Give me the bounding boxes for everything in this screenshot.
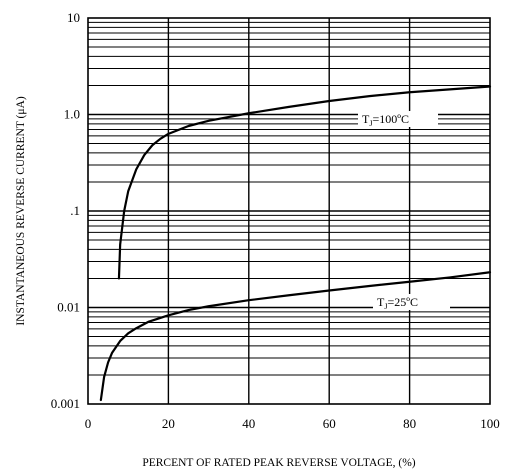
series-lines — [99, 85, 492, 402]
x-axis-label: PERCENT OF RATED PEAK REVERSE VOLTAGE, (… — [142, 457, 415, 469]
series-labels: TJ=100ºC TJ=25ºC — [358, 111, 450, 311]
y-tick-label: 0.01 — [57, 300, 80, 315]
y-tick-label: .1 — [70, 203, 80, 218]
x-tick-label: 40 — [242, 416, 255, 431]
series-label-background — [373, 294, 450, 310]
x-tick-label: 100 — [480, 416, 500, 431]
series-label-background — [358, 111, 438, 127]
y-axis-label: INSTANTANEOUS REVERSE CURRENT (μA) — [15, 96, 27, 325]
grid — [88, 18, 490, 404]
series-label-1: TJ=100ºC — [362, 112, 409, 128]
plot-frame — [87, 17, 491, 405]
tick-labels: 0 20 40 60 80 100 0.001 0.01 .1 1.0 10 — [51, 10, 500, 431]
x-tick-label: 0 — [85, 416, 92, 431]
x-tick-label: 60 — [323, 416, 336, 431]
series-line-1 — [117, 85, 492, 280]
y-tick-label: 10 — [67, 10, 80, 25]
x-tick-label: 80 — [403, 416, 416, 431]
x-tick-label: 20 — [162, 416, 175, 431]
series-label-2: TJ=25ºC — [377, 295, 418, 311]
y-tick-label: 1.0 — [64, 107, 80, 122]
y-tick-label: 0.001 — [51, 396, 80, 411]
series-line-2 — [99, 271, 492, 402]
